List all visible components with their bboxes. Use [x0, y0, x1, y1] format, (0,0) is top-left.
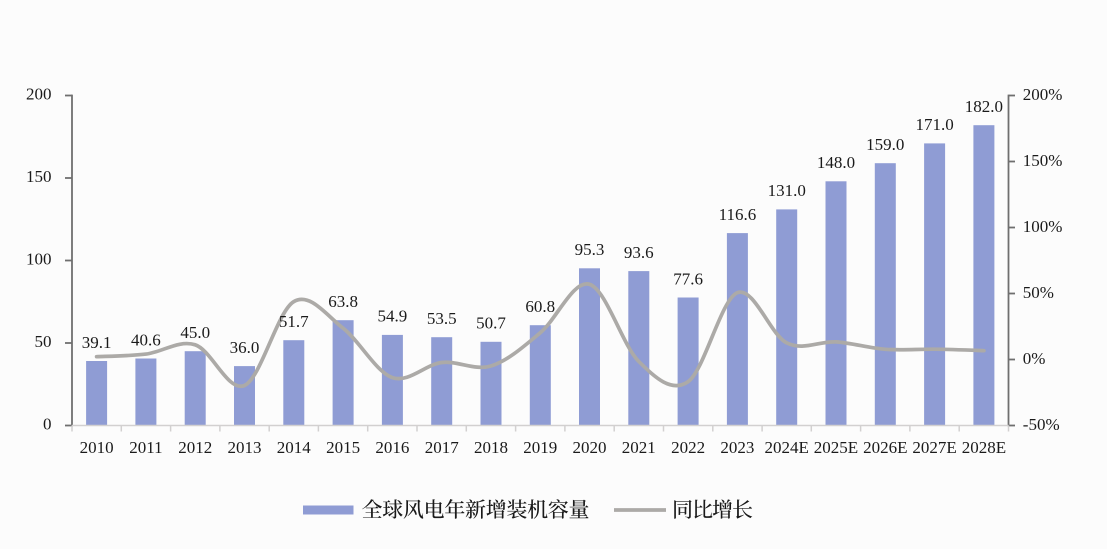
svg-text:2024E: 2024E — [765, 438, 809, 457]
svg-text:50%: 50% — [1023, 283, 1054, 302]
svg-text:2025E: 2025E — [814, 438, 858, 457]
svg-text:2020: 2020 — [573, 438, 607, 457]
svg-text:2027E: 2027E — [912, 438, 956, 457]
svg-text:2023: 2023 — [720, 438, 754, 457]
svg-text:2017: 2017 — [425, 438, 460, 457]
svg-text:93.6: 93.6 — [624, 243, 654, 262]
svg-text:2010: 2010 — [80, 438, 114, 457]
svg-text:100: 100 — [26, 250, 52, 269]
svg-text:0%: 0% — [1023, 349, 1046, 368]
svg-text:50: 50 — [35, 332, 52, 351]
svg-text:2012: 2012 — [178, 438, 212, 457]
svg-text:77.6: 77.6 — [673, 269, 703, 288]
svg-text:2014: 2014 — [277, 438, 312, 457]
svg-text:182.0: 182.0 — [965, 97, 1003, 116]
svg-text:150%: 150% — [1023, 151, 1063, 170]
svg-text:159.0: 159.0 — [866, 135, 904, 154]
svg-text:45.0: 45.0 — [180, 323, 210, 342]
svg-text:60.8: 60.8 — [525, 297, 555, 316]
svg-text:51.7: 51.7 — [279, 312, 309, 331]
svg-text:2022: 2022 — [671, 438, 705, 457]
svg-text:40.6: 40.6 — [131, 330, 161, 349]
svg-text:50.7: 50.7 — [476, 314, 506, 333]
svg-text:2026E: 2026E — [863, 438, 907, 457]
svg-text:2019: 2019 — [523, 438, 557, 457]
svg-text:2021: 2021 — [622, 438, 656, 457]
svg-text:53.5: 53.5 — [427, 309, 457, 328]
svg-text:200: 200 — [26, 85, 52, 104]
svg-text:2015: 2015 — [326, 438, 360, 457]
svg-text:2016: 2016 — [375, 438, 409, 457]
svg-text:95.3: 95.3 — [575, 240, 605, 259]
svg-text:2028E: 2028E — [962, 438, 1006, 457]
svg-text:-50%: -50% — [1023, 415, 1060, 434]
svg-text:200%: 200% — [1023, 85, 1063, 104]
svg-text:2013: 2013 — [228, 438, 262, 457]
svg-text:2011: 2011 — [129, 438, 162, 457]
svg-text:36.0: 36.0 — [230, 338, 260, 357]
svg-text:63.8: 63.8 — [328, 292, 358, 311]
svg-text:150: 150 — [26, 167, 52, 186]
svg-text:100%: 100% — [1023, 217, 1063, 236]
svg-text:54.9: 54.9 — [378, 307, 408, 326]
svg-text:0: 0 — [43, 415, 52, 434]
svg-text:2018: 2018 — [474, 438, 508, 457]
svg-text:39.1: 39.1 — [82, 333, 112, 352]
svg-text:116.6: 116.6 — [719, 205, 757, 224]
svg-text:171.0: 171.0 — [915, 115, 953, 134]
svg-text:131.0: 131.0 — [768, 181, 806, 200]
svg-text:148.0: 148.0 — [817, 153, 855, 172]
